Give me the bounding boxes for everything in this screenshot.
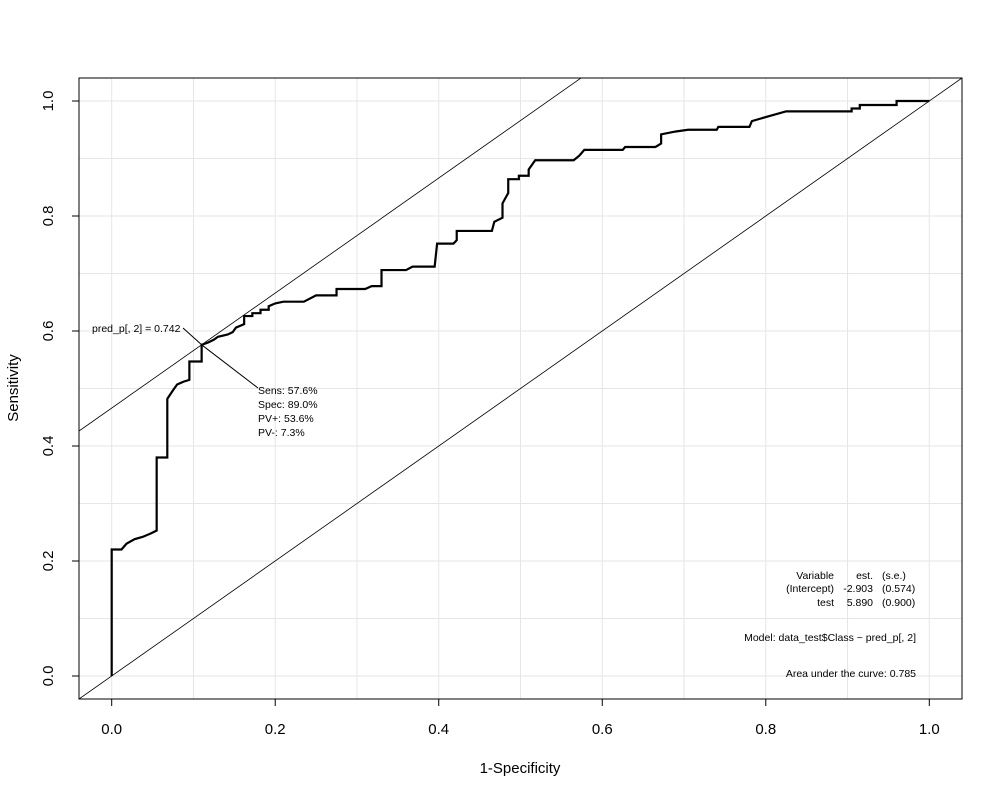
roc-curve-layer	[110, 99, 930, 676]
stats-connector-line	[201, 344, 259, 389]
x-axis-title: 1-Specificity	[480, 760, 561, 777]
model-table: Variable est. (s.e.) (Intercept) -2.903 …	[786, 570, 915, 609]
x-tick-label: 0.0	[101, 721, 122, 738]
reference-lines	[79, 78, 962, 699]
x-tick-label: 1.0	[919, 721, 940, 738]
table-header-se: (s.e.)	[882, 570, 906, 582]
y-tick-label: 0.0	[40, 666, 57, 687]
stat-npv: PV-: 7.3%	[258, 427, 305, 439]
table-row-intercept-variable: (Intercept)	[786, 583, 834, 595]
y-tick-label: 1.0	[40, 91, 57, 112]
cutoff-connector-line	[182, 327, 202, 346]
x-tick-label: 0.4	[428, 721, 449, 738]
grid-lines	[79, 78, 962, 699]
auc-text: Area under the curve: 0.785	[786, 668, 916, 680]
table-header-variable: Variable	[796, 570, 834, 582]
stat-spec: Spec: 89.0%	[258, 399, 318, 411]
roc-curve	[110, 99, 930, 676]
x-tick-label: 0.6	[592, 721, 613, 738]
stat-sens: Sens: 57.6%	[258, 385, 318, 397]
y-tick-label: 0.4	[40, 436, 57, 457]
x-tick-label: 0.8	[755, 721, 776, 738]
model-formula: Model: data_test$Class ~ pred_p[, 2]	[744, 632, 916, 644]
table-row-intercept-est: -2.903	[843, 583, 873, 595]
tangent-reference-line	[79, 78, 582, 432]
table-row-test-se: (0.900)	[882, 597, 915, 609]
diagonal-reference-line	[79, 78, 962, 699]
y-axis-title: Sensitivity	[5, 354, 22, 422]
stat-ppv: PV+: 53.6%	[258, 413, 314, 425]
table-row-intercept-se: (0.574)	[882, 583, 915, 595]
table-header-est: est.	[856, 570, 873, 582]
cutoff-label: pred_p[, 2] = 0.742	[92, 323, 181, 335]
table-row-test-variable: test	[817, 597, 834, 609]
y-axis: 0.0 0.2 0.4 0.6 0.8 1.0	[40, 91, 80, 687]
x-axis: 0.0 0.2 0.4 0.6 0.8 1.0	[101, 698, 940, 738]
cutoff-annotation: pred_p[, 2] = 0.742 Sens: 57.6% Spec: 89…	[92, 323, 318, 439]
y-tick-label: 0.8	[40, 206, 57, 227]
y-tick-label: 0.2	[40, 551, 57, 572]
x-tick-label: 0.2	[265, 721, 286, 738]
y-tick-label: 0.6	[40, 321, 57, 342]
table-row-test-est: 5.890	[847, 597, 873, 609]
